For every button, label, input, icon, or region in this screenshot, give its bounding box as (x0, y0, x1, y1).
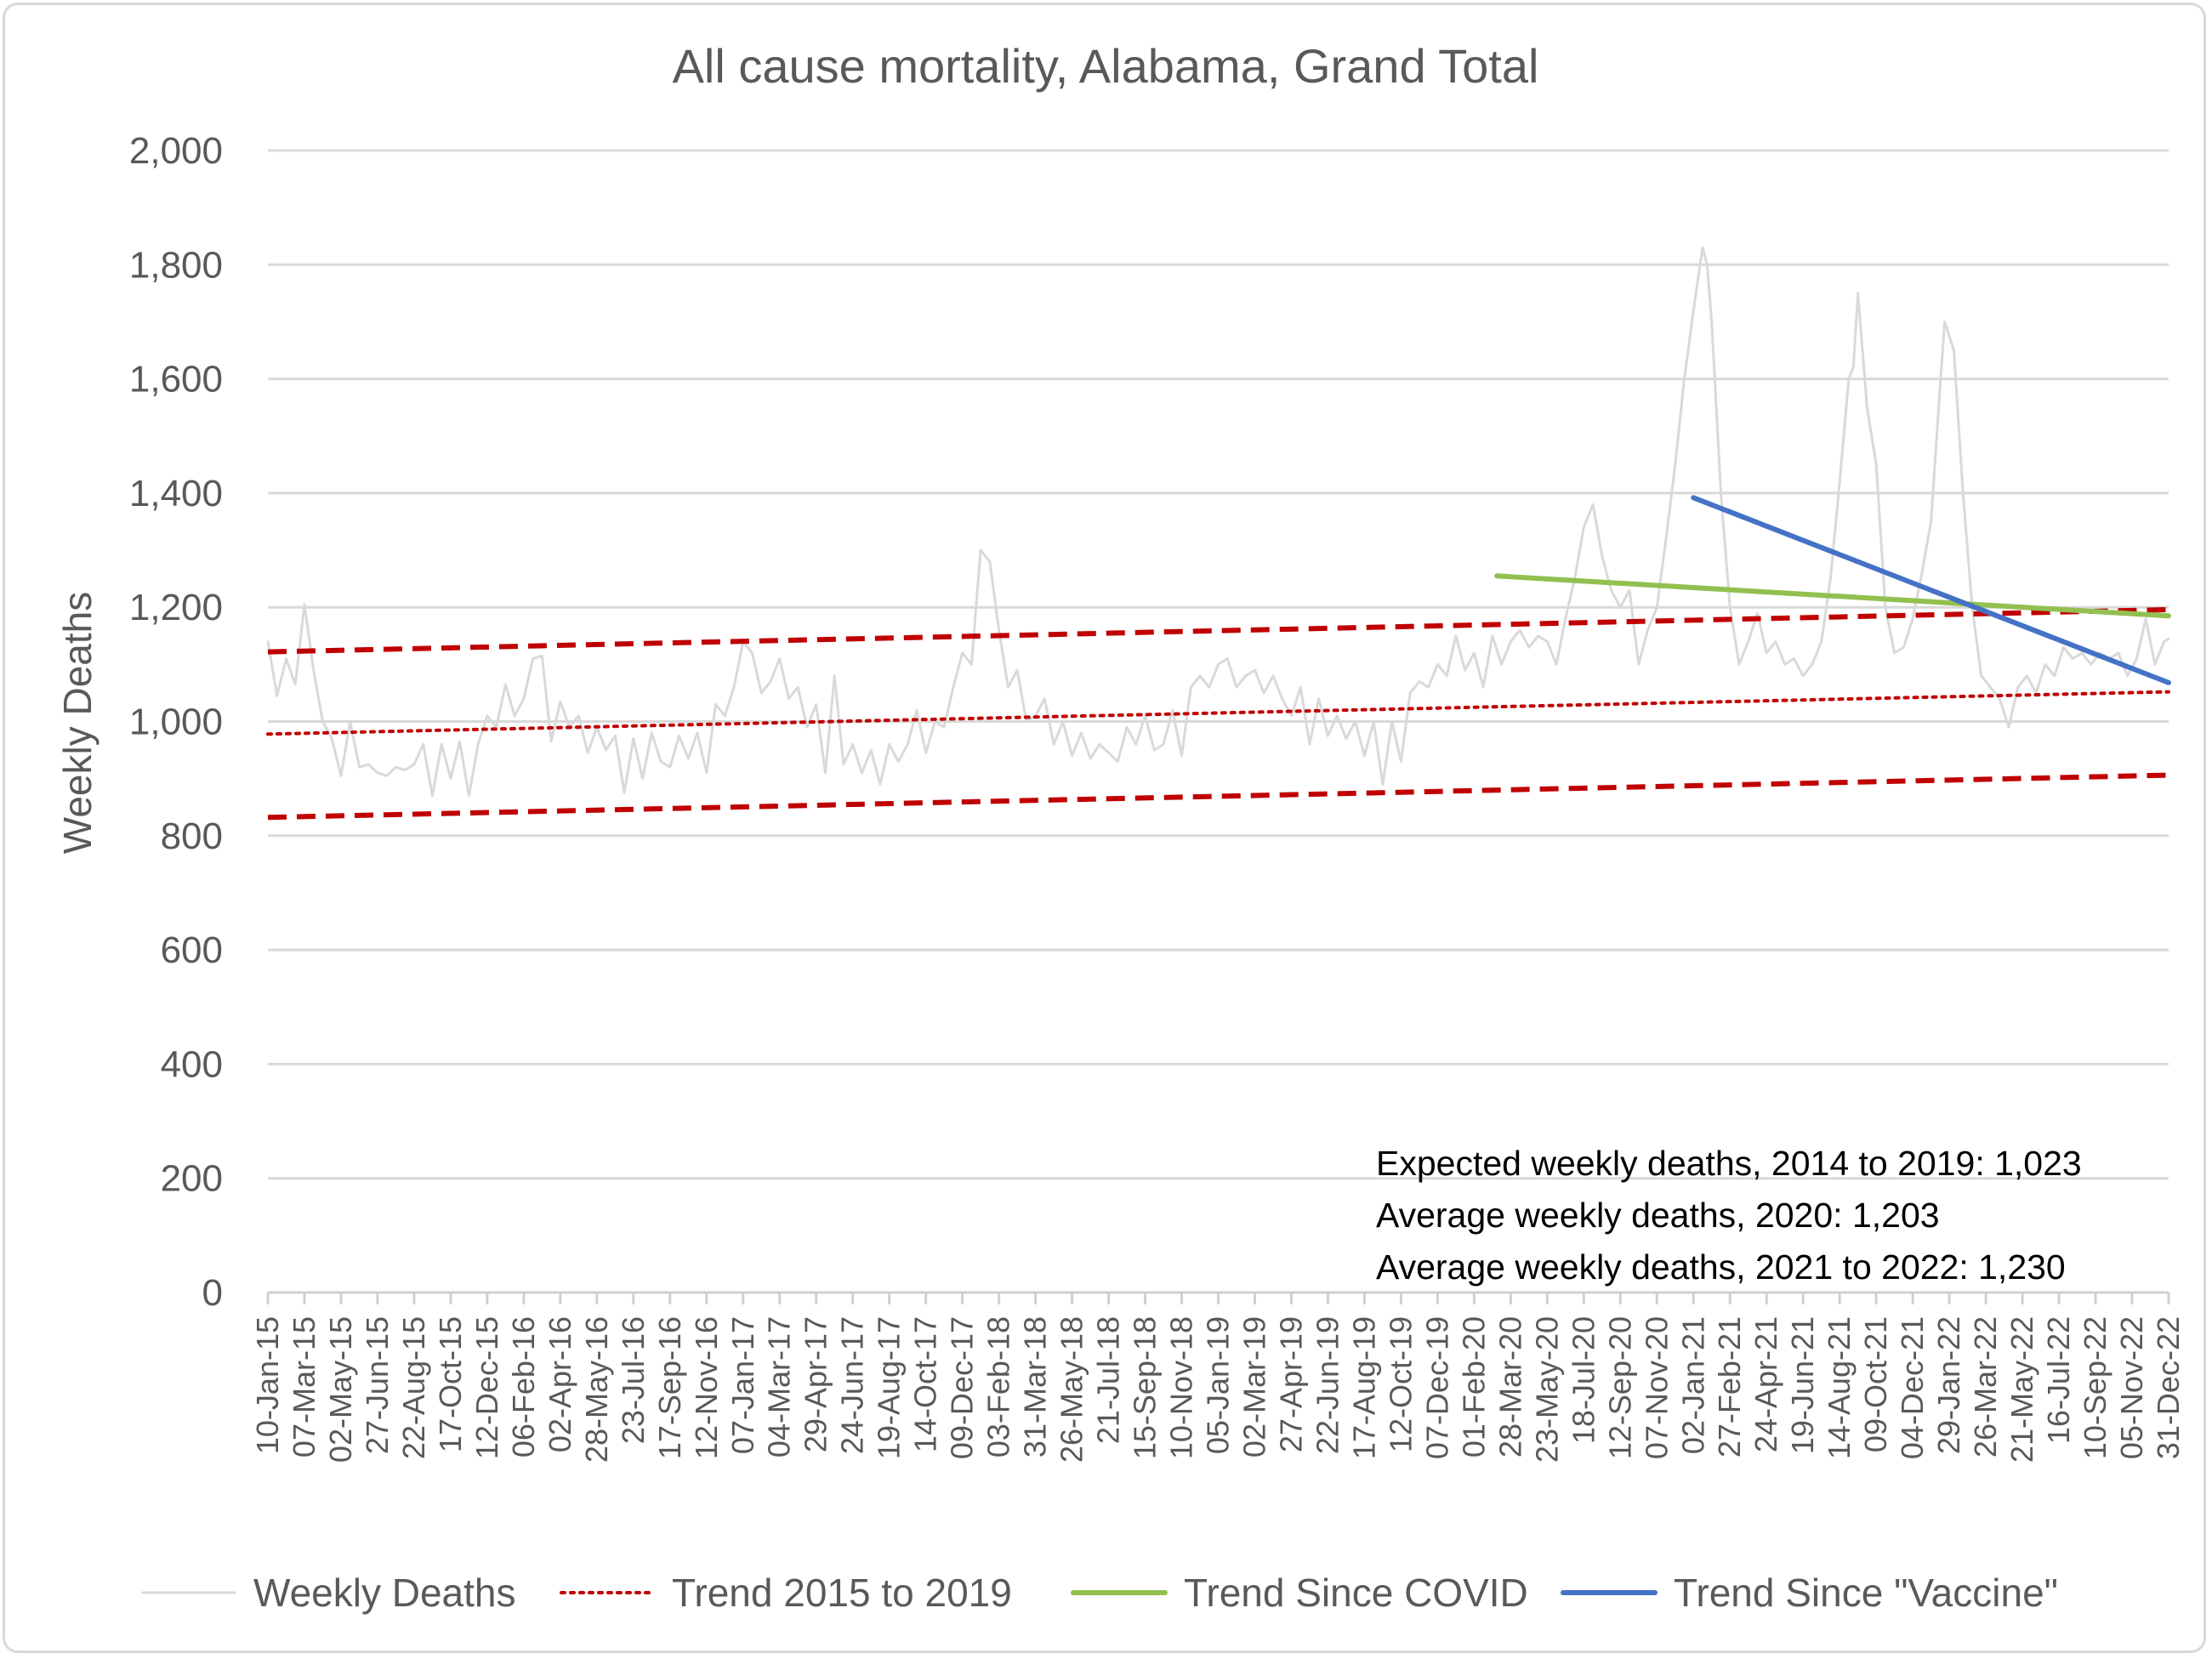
y-tick-label: 200 (161, 1158, 223, 1200)
x-tick-label: 28-Mar-20 (1493, 1316, 1527, 1457)
x-tick-label: 02-Mar-19 (1237, 1316, 1271, 1457)
x-tick-label: 22-Jun-19 (1310, 1316, 1345, 1454)
legend-label-0: Weekly Deaths (253, 1571, 516, 1615)
annotation-expected: Expected weekly deaths, 2014 to 2019: 1,… (1376, 1144, 2082, 1183)
x-tick-label: 22-Aug-15 (396, 1316, 431, 1459)
x-tick-label: 19-Aug-17 (872, 1316, 907, 1459)
x-tick-label: 27-Feb-21 (1712, 1316, 1747, 1457)
x-tick-label: 24-Jun-17 (835, 1316, 870, 1454)
legend: Weekly Deaths Trend 2015 to 2019 Trend Sin… (141, 1571, 2058, 1615)
legend-label-2: Trend Since COVID (1184, 1571, 1528, 1615)
x-tick-label: 16-Jul-22 (2041, 1316, 2076, 1444)
x-tick-label: 03-Feb-18 (981, 1316, 1016, 1457)
annotation-2021-2022: Average weekly deaths, 2021 to 2022: 1,2… (1376, 1247, 2066, 1287)
x-tick-label: 14-Oct-17 (908, 1316, 943, 1452)
x-tick-label: 01-Feb-20 (1456, 1316, 1491, 1457)
y-axis-ticks: 0 200 400 600 800 1,000 1,200 1,400 1,600 1,800 2,… (129, 130, 223, 1314)
x-tick-label: 26-May-18 (1055, 1316, 1089, 1463)
x-tick-label: 12-Nov-16 (689, 1316, 724, 1459)
chart-frame (3, 3, 2206, 1653)
x-tick-label: 17-Sep-16 (652, 1316, 687, 1459)
x-tick-label: 18-Jul-20 (1566, 1316, 1601, 1444)
x-tick-label: 02-May-15 (323, 1316, 358, 1463)
x-tick-label: 02-Jan-21 (1675, 1316, 1710, 1454)
y-tick-label: 400 (161, 1043, 223, 1085)
x-tick-label: 31-Dec-22 (2151, 1316, 2186, 1459)
x-tick-label: 29-Jan-22 (1931, 1316, 1966, 1454)
x-tick-label: 17-Oct-15 (433, 1316, 468, 1452)
series-line-2 (267, 606, 2169, 655)
x-tick-label: 23-Jul-16 (616, 1316, 651, 1444)
x-tick-label: 04-Dec-21 (1895, 1316, 1930, 1459)
x-tick-label: 23-May-20 (1529, 1316, 1564, 1463)
x-tick-label: 31-Mar-18 (1018, 1316, 1053, 1457)
x-tick-label: 27-Jun-15 (360, 1316, 395, 1454)
x-tick-label: 05-Nov-22 (2114, 1316, 2149, 1459)
y-tick-label: 1,200 (129, 587, 223, 628)
x-tick-label: 04-Mar-17 (762, 1316, 797, 1457)
x-tick-label: 12-Dec-15 (469, 1316, 504, 1459)
x-tick-label: 10-Sep-22 (2078, 1316, 2112, 1459)
x-tick-label: 27-Apr-19 (1273, 1316, 1308, 1452)
x-tick-label: 09-Dec-17 (945, 1316, 980, 1459)
series-line-1 (266, 690, 2170, 736)
x-tick-label: 24-Apr-21 (1749, 1316, 1783, 1452)
x-tick-label: 29-Apr-17 (799, 1316, 833, 1452)
y-axis-label: Weekly Deaths (55, 592, 100, 855)
x-tick-label: 05-Jan-19 (1201, 1316, 1236, 1454)
series-line-4 (1494, 573, 2171, 619)
x-tick-label: 07-Dec-19 (1419, 1316, 1454, 1459)
annotation-2020: Average weekly deaths, 2020: 1,203 (1376, 1196, 1940, 1235)
y-tick-label: 1,600 (129, 359, 223, 401)
gridlines (268, 149, 2169, 1294)
y-tick-label: 800 (161, 815, 223, 857)
x-tick-label: 19-Jun-21 (1785, 1316, 1820, 1454)
x-tick-label: 15-Sep-18 (1128, 1316, 1163, 1459)
series-line-5 (1691, 495, 2171, 685)
x-tick-label: 17-Aug-19 (1346, 1316, 1381, 1459)
chart-title: All cause mortality, Alabama, Grand Tota… (673, 39, 1539, 93)
x-tick-label: 21-May-22 (2004, 1316, 2039, 1463)
x-tick-label: 02-Apr-16 (543, 1316, 577, 1452)
x-tick-label: 09-Oct-21 (1858, 1316, 1893, 1452)
x-tick-label: 26-Mar-22 (1968, 1316, 2003, 1457)
series-line-3 (267, 772, 2169, 821)
x-axis-ticks: 10-Jan-15 07-Mar-15 02-May-15 27-Jun-15 22-A… (250, 1293, 2186, 1463)
y-tick-label: 1,000 (129, 702, 223, 743)
y-tick-label: 1,400 (129, 473, 223, 514)
x-tick-label: 10-Jan-15 (250, 1316, 285, 1454)
annotations: Expected weekly deaths, 2014 to 2019: 1,… (1376, 1144, 2082, 1287)
legend-label-1: Trend 2015 to 2019 (672, 1571, 1012, 1615)
x-tick-label: 12-Sep-20 (1602, 1316, 1637, 1459)
y-tick-label: 1,800 (129, 244, 223, 286)
x-tick-label: 12-Oct-19 (1383, 1316, 1418, 1452)
series-line-0 (266, 246, 2170, 798)
x-tick-label: 28-May-16 (579, 1316, 614, 1463)
x-tick-label: 06-Feb-16 (506, 1316, 541, 1457)
x-tick-label: 21-Jul-18 (1091, 1316, 1126, 1444)
x-tick-label: 07-Jan-17 (725, 1316, 760, 1454)
x-tick-label: 07-Mar-15 (287, 1316, 321, 1457)
y-tick-label: 2,000 (129, 130, 223, 172)
series-lines (266, 246, 2171, 821)
y-tick-label: 0 (202, 1272, 223, 1314)
x-tick-label: 07-Nov-20 (1639, 1316, 1674, 1459)
legend-label-3: Trend Since "Vaccine" (1674, 1571, 2058, 1615)
y-tick-label: 600 (161, 929, 223, 971)
x-tick-label: 14-Aug-21 (1822, 1316, 1857, 1459)
x-tick-label: 10-Nov-18 (1164, 1316, 1199, 1459)
